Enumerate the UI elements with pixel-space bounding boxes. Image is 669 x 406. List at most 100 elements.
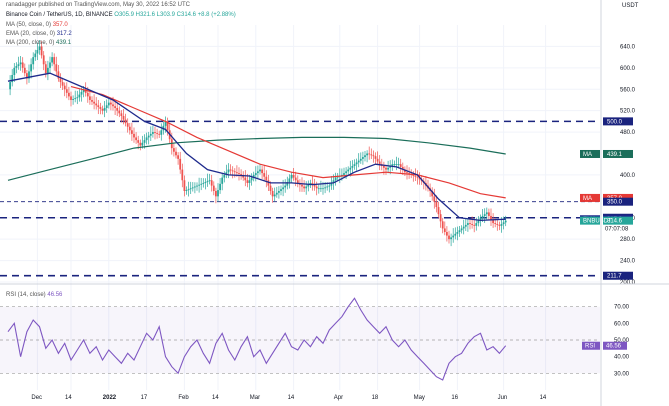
candle-body: [40, 46, 43, 56]
candle-body: [143, 140, 146, 143]
candle-body: [101, 108, 104, 111]
candle-body: [23, 67, 26, 74]
candle-body: [206, 181, 209, 183]
candle-body: [236, 172, 238, 174]
candle-body: [114, 106, 116, 108]
candle-body: [36, 49, 39, 54]
candle-body: [202, 182, 205, 184]
candle-body: [103, 107, 106, 111]
candle-body: [175, 151, 177, 156]
candle-body: [271, 190, 274, 197]
ma50-legend: MA (50, close, 0) 357.0: [6, 21, 68, 29]
candle-body: [166, 121, 169, 131]
ma200-legend: MA (200, close, 0) 439.1: [6, 39, 71, 47]
candle-body: [259, 169, 261, 172]
price-candles: [9, 39, 507, 247]
candle-body: [267, 180, 270, 186]
candle-body: [458, 230, 461, 233]
candle-body: [374, 156, 377, 159]
candle-body: [406, 172, 408, 174]
candle-body: [290, 174, 293, 179]
candle-body: [91, 99, 93, 102]
candle-body: [504, 220, 507, 223]
last-price-tag-code: BNBUSDT: [583, 219, 612, 225]
candle-body: [376, 158, 379, 162]
candle-body: [282, 187, 284, 190]
candle-body: [122, 116, 125, 120]
candle-body: [187, 189, 190, 191]
candle-body: [355, 162, 358, 165]
candle-body: [464, 224, 467, 227]
candle-body: [204, 182, 207, 183]
candle-body: [198, 184, 200, 186]
candle-body: [372, 155, 375, 157]
candle-body: [68, 92, 70, 97]
candle-body: [370, 154, 373, 156]
last-price-tag-code-box: [580, 216, 600, 225]
ema20-line: [7, 72, 506, 222]
candle-body: [208, 180, 211, 182]
candle-body: [223, 174, 226, 178]
candle-body: [414, 175, 417, 177]
candle-body: [343, 173, 345, 175]
candle-body: [181, 169, 184, 181]
candle-body: [55, 64, 58, 72]
candle-body: [448, 235, 450, 240]
symbol-title: Binance Coin / TetherUS, 1D, BINANCE: [6, 12, 113, 18]
candle-body: [296, 180, 299, 183]
rsi-tick-label: 70.00: [614, 305, 630, 311]
ma200-label: MA (200, close, 0): [6, 40, 55, 46]
candle-body: [149, 133, 152, 136]
candle-body: [498, 224, 501, 226]
level-211-tag-text: 211.7: [607, 274, 622, 280]
candle-body: [53, 57, 56, 65]
candle-body: [47, 67, 49, 74]
candle-body: [26, 73, 28, 79]
candle-body: [233, 171, 236, 173]
moving-averages: [7, 72, 506, 222]
candle-body: [173, 148, 175, 152]
candle-body: [124, 119, 127, 124]
candle-body: [479, 217, 482, 221]
price-gridlines: [0, 25, 600, 390]
ema20-value: 317.2: [56, 31, 72, 37]
candle-body: [437, 207, 440, 215]
candle-body: [128, 126, 131, 131]
candle-body: [397, 164, 400, 166]
candle-body: [496, 223, 499, 225]
candle-body: [332, 180, 335, 183]
candle-body: [307, 184, 310, 187]
candle-body: [326, 186, 329, 188]
candle-body: [191, 187, 194, 189]
candle-body: [431, 190, 434, 197]
candle-body: [500, 224, 503, 226]
candle-body: [126, 123, 129, 127]
candle-body: [185, 190, 188, 191]
candle-body: [107, 102, 110, 106]
candle-body: [322, 188, 324, 190]
candle-body: [74, 98, 77, 100]
candle-body: [221, 177, 224, 184]
rsi-tick-label: 40.00: [614, 355, 630, 361]
candle-body: [481, 215, 484, 218]
time-tick-label: May: [414, 395, 425, 401]
ema20-legend: EMA (20, close, 0) 317.2: [6, 30, 72, 38]
ma50-label: MA (50, close, 0): [6, 22, 52, 28]
candle-body: [473, 224, 476, 226]
candle-body: [349, 167, 352, 170]
candle-body: [351, 165, 354, 168]
candle-body: [395, 164, 398, 166]
candle-body: [63, 85, 66, 90]
candle-body: [469, 223, 471, 224]
candle-body: [49, 62, 51, 68]
candle-body: [311, 182, 314, 185]
rsi-legend-value: 46.56: [47, 292, 63, 298]
ohlc-values: O305.9 H321.6 L303.9 C314.6 +8.8 (+2.88%…: [114, 12, 236, 18]
rsi-value-text: 46.56: [606, 344, 622, 350]
candle-body: [353, 164, 356, 166]
candle-body: [32, 57, 35, 65]
candle-body: [315, 186, 318, 189]
level-500-tag-text: 500.0: [607, 119, 623, 125]
candle-body: [450, 237, 452, 240]
